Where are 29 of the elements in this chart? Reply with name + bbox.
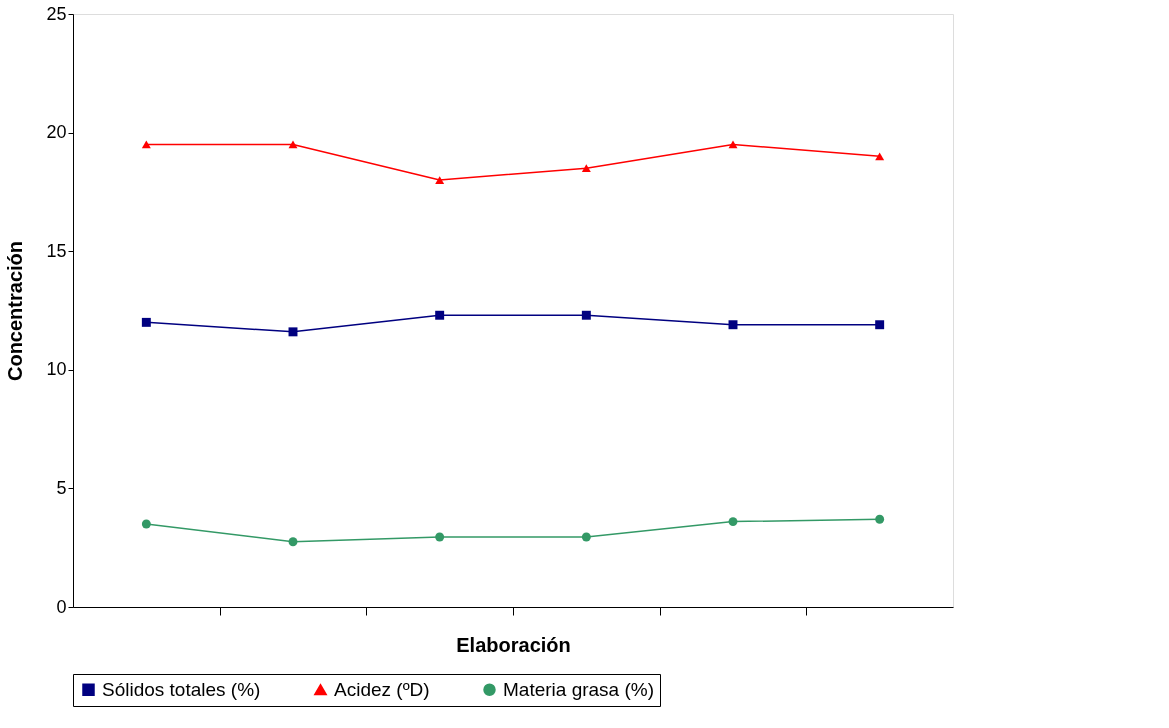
point	[728, 140, 738, 149]
legend-label: Sólidos totales (%)	[102, 678, 261, 700]
y-tick-label: 25	[46, 3, 67, 24]
point	[581, 310, 591, 320]
point	[728, 320, 738, 330]
point	[288, 327, 298, 337]
y-tick-label: 20	[46, 122, 67, 143]
point	[875, 152, 885, 161]
legend-label: Acidez (ºD)	[334, 678, 430, 700]
point	[581, 164, 591, 173]
point	[875, 514, 885, 524]
point	[435, 176, 445, 184]
point	[728, 517, 738, 527]
legend-label: Materia grasa (%)	[503, 678, 654, 700]
point	[141, 519, 151, 529]
point	[581, 532, 591, 542]
point	[288, 140, 298, 149]
point	[141, 140, 151, 149]
y-tick-label: 10	[46, 359, 67, 380]
point	[435, 310, 445, 320]
point	[435, 532, 445, 542]
y-axis-title: Concentración	[4, 240, 27, 382]
y-tick-label: 5	[56, 477, 67, 498]
point	[141, 317, 151, 327]
y-tick-label: 0	[56, 596, 67, 617]
x-axis-title: Elaboración	[456, 634, 571, 656]
y-tick-label: 15	[46, 240, 67, 261]
point	[875, 320, 885, 330]
point	[288, 537, 298, 547]
